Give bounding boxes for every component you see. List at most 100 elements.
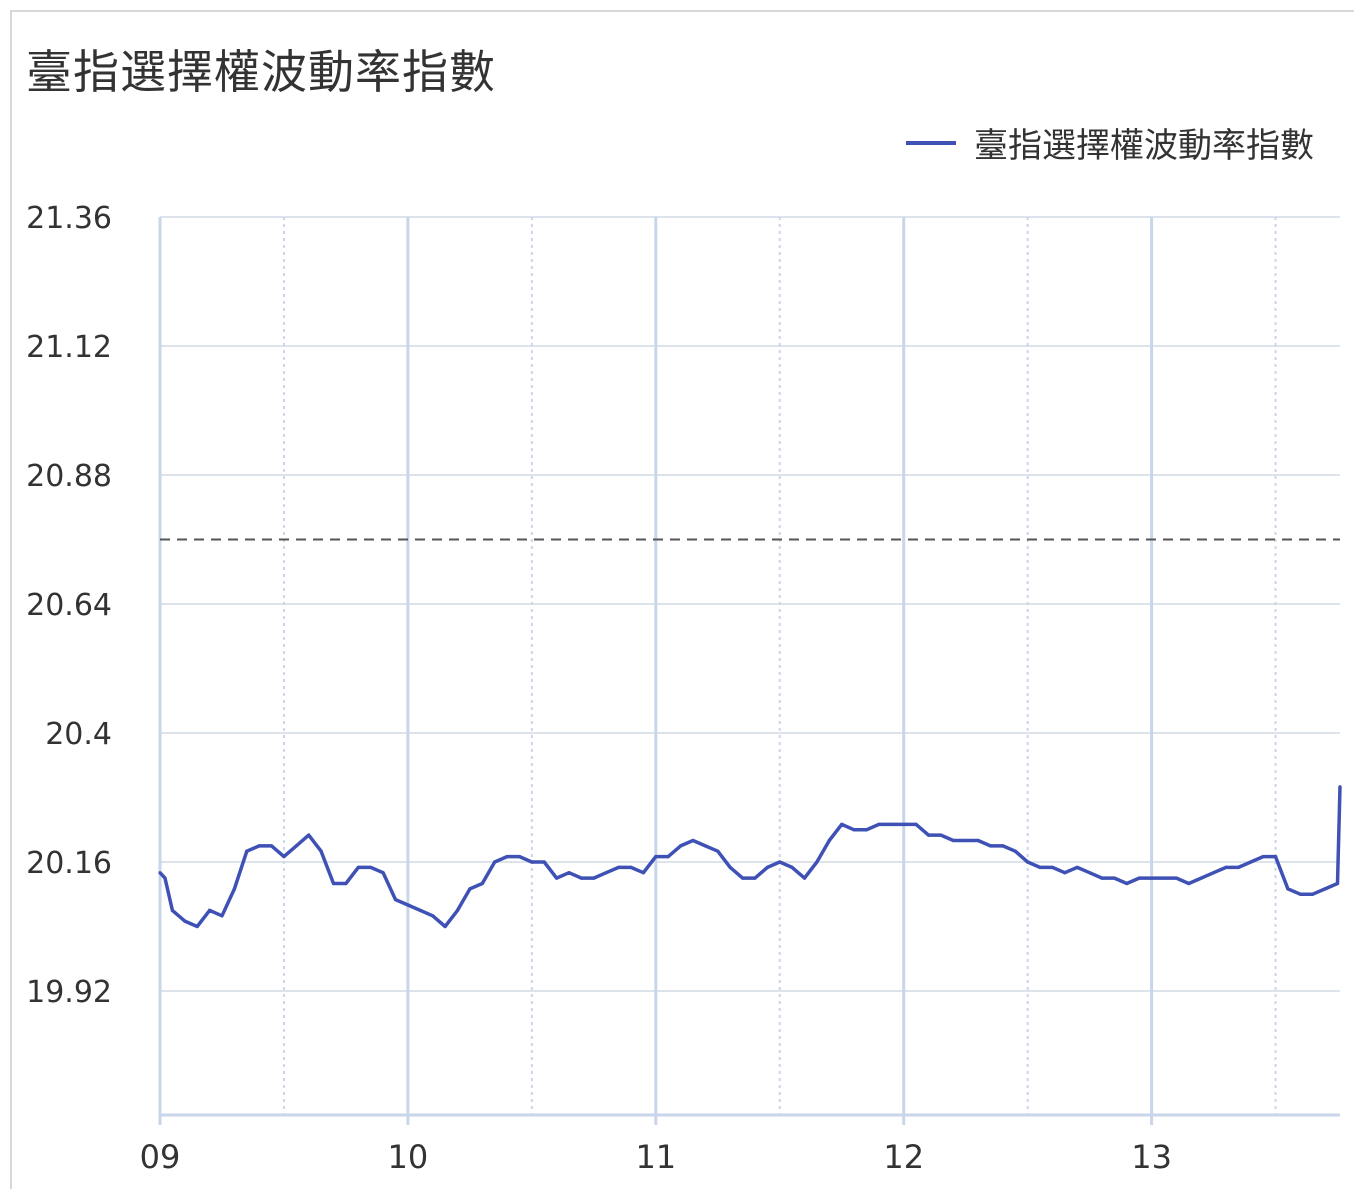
x-tick-label: 11 [635, 1138, 676, 1176]
data-point [1026, 860, 1030, 864]
y-tick-label: 20.4 [45, 717, 112, 752]
data-point [282, 855, 286, 859]
data-point [666, 855, 670, 859]
data-point [592, 876, 596, 880]
x-tick-label: 10 [388, 1138, 429, 1176]
data-point [381, 871, 385, 875]
data-point [158, 871, 162, 875]
data-point [406, 903, 410, 907]
data-point [579, 876, 584, 880]
data-point [468, 887, 472, 891]
y-tick-label: 20.88 [26, 459, 112, 494]
data-point [220, 914, 224, 918]
data-point [257, 844, 261, 848]
y-tick-label: 21.12 [26, 330, 112, 365]
data-point [170, 908, 174, 912]
data-point [567, 871, 571, 875]
data-point [604, 871, 608, 875]
data-point [1236, 865, 1240, 869]
data-point [840, 822, 844, 826]
data-point [802, 876, 807, 880]
data-point [753, 876, 757, 880]
data-point [1211, 871, 1216, 875]
data-point [864, 828, 869, 832]
data-point [654, 855, 658, 859]
data-point [641, 871, 646, 875]
chart-frame [10, 10, 1354, 1189]
data-point [728, 865, 732, 869]
x-tick-label: 12 [883, 1138, 924, 1176]
data-point [629, 865, 633, 869]
data-point [877, 822, 881, 826]
data-point [678, 844, 683, 848]
data-point [765, 865, 769, 869]
data-point [939, 833, 943, 837]
data-point [1335, 881, 1340, 886]
data-point [393, 898, 398, 902]
data-point [356, 865, 360, 869]
legend[interactable]: 臺指選擇權波動率指數 [906, 118, 1314, 167]
chart-title: 臺指選擇權波動率指數 [26, 45, 496, 99]
data-point [344, 881, 348, 886]
data-point [1311, 892, 1315, 896]
data-point [1075, 865, 1079, 869]
data-point [827, 838, 831, 843]
x-tick-label: 09 [140, 1138, 181, 1176]
data-point [195, 924, 199, 929]
data-point [517, 855, 522, 859]
data-point [431, 914, 435, 918]
data-point [926, 833, 931, 837]
data-point [1063, 871, 1067, 875]
data-point [455, 908, 460, 912]
data-point [331, 881, 336, 886]
data-point [716, 849, 720, 853]
data-point [790, 865, 794, 869]
data-point [889, 822, 893, 826]
data-point [294, 844, 298, 848]
data-point [1149, 876, 1154, 880]
series-line [158, 786, 1342, 929]
data-point [232, 887, 236, 891]
data-point [1249, 860, 1253, 864]
data-point [617, 865, 621, 869]
data-point [951, 838, 955, 843]
data-point [1001, 844, 1005, 848]
data-point [1112, 876, 1117, 880]
data-point [1273, 855, 1278, 859]
legend-label: 臺指選擇權波動率指數 [974, 126, 1314, 166]
data-point [207, 908, 212, 912]
data-point [319, 849, 323, 853]
y-tick-label: 20.64 [26, 588, 112, 623]
data-point [163, 876, 167, 880]
data-point [1187, 881, 1191, 886]
data-point [988, 844, 993, 848]
data-point [914, 822, 918, 826]
data-point [852, 828, 856, 832]
data-point [740, 876, 745, 880]
data-point [778, 860, 782, 864]
data-point [269, 844, 274, 848]
data-point [505, 855, 509, 859]
data-point [902, 822, 906, 826]
data-point [480, 881, 484, 886]
y-tick-label: 20.16 [26, 846, 112, 881]
legend-line-swatch [906, 140, 956, 145]
data-point [703, 844, 707, 848]
data-point [493, 860, 497, 864]
data-point [1199, 876, 1203, 880]
data-point [1224, 865, 1228, 869]
y-tick-label: 19.92 [26, 975, 112, 1010]
data-point [307, 833, 311, 837]
data-point [1298, 892, 1302, 896]
data-point [1137, 876, 1141, 880]
data-point [815, 860, 819, 864]
data-point [369, 865, 373, 869]
data-point [1125, 881, 1129, 886]
data-point [1174, 876, 1178, 880]
data-point [964, 838, 968, 843]
y-tick-label: 21.36 [26, 201, 112, 236]
data-point [555, 876, 559, 880]
data-point [530, 860, 534, 864]
data-point [1013, 849, 1017, 853]
